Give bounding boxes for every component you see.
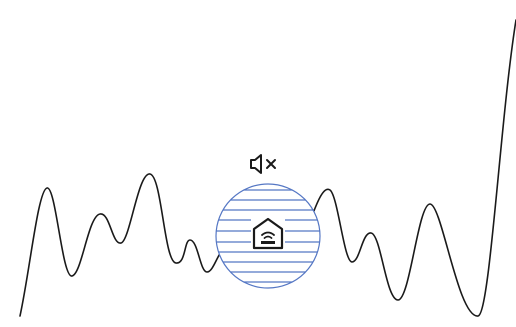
sound-wave-line-right [311, 19, 516, 317]
home-wifi-icon [251, 217, 285, 251]
sound-wave-line [19, 173, 227, 317]
speaker-muted-icon [250, 154, 276, 174]
